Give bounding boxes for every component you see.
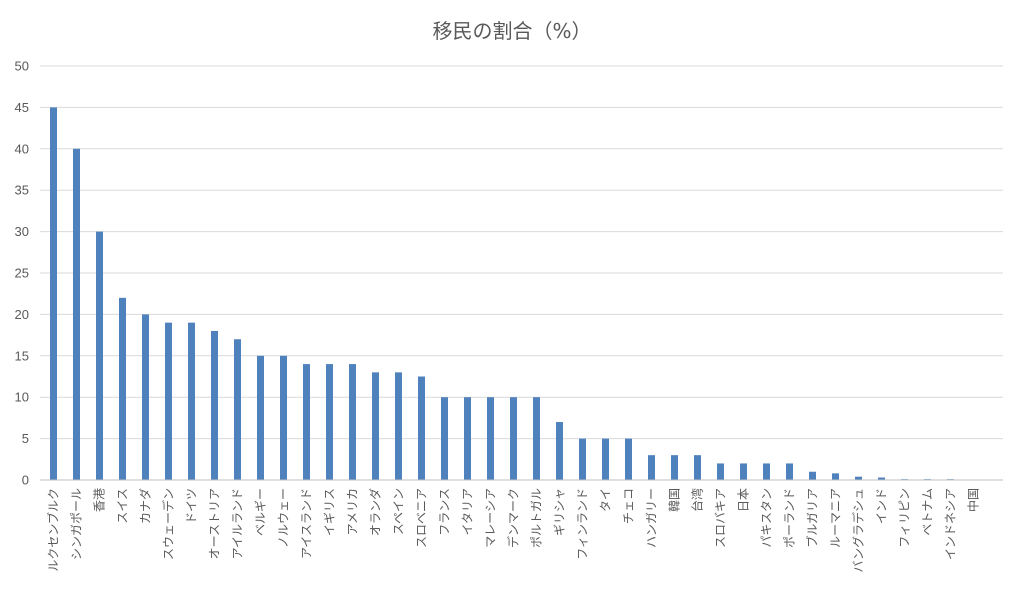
x-tick-label: ベトナム [921, 488, 935, 536]
y-tick-label: 0 [22, 473, 29, 488]
x-tick-label: ベルギー [254, 488, 268, 536]
x-axis-ticks: ルクセンブルク シンガポール 香港 スイス カナダ スウェーデン ドイツ オーストリア アイルラ… [46, 488, 981, 573]
bar [349, 364, 356, 480]
x-tick-label: ドイツ [185, 488, 199, 524]
x-tick-label: オーストリア [208, 488, 222, 559]
x-tick-label: インドネシア [944, 488, 958, 560]
x-tick-label: イギリス [323, 488, 337, 536]
bar [165, 322, 172, 480]
x-tick-label: アイスランド [300, 488, 314, 559]
x-tick-label: スペイン [392, 488, 406, 535]
bar [441, 397, 448, 480]
bar [73, 148, 80, 481]
bar [809, 471, 816, 480]
x-tick-label: 台湾 [690, 488, 705, 512]
x-tick-label: チェコ [622, 488, 636, 524]
bar [395, 372, 402, 480]
bar [326, 364, 333, 480]
x-tick-label: マレーシア [484, 488, 498, 548]
bar [648, 455, 655, 480]
bar [671, 455, 678, 480]
x-tick-label: ルーマニア [829, 488, 843, 548]
bar [487, 397, 494, 480]
x-tick-label: カナダ [138, 488, 153, 524]
x-tick-label: ポルトガル [530, 488, 544, 548]
x-tick-label: バングラデシュ [851, 488, 866, 573]
bar [878, 477, 885, 480]
x-tick-label: インド [875, 488, 889, 524]
y-tick-label: 10 [15, 390, 29, 405]
bar [50, 107, 57, 481]
bar [142, 314, 149, 480]
x-tick-label: フィリピン [898, 488, 912, 548]
y-axis-ticks: 0 5 10 15 20 25 30 35 40 45 50 [15, 59, 29, 488]
y-tick-label: 45 [15, 100, 29, 115]
y-tick-label: 25 [15, 266, 29, 281]
x-tick-label: 韓国 [668, 488, 682, 512]
x-tick-label: アイルランド [231, 488, 245, 559]
y-tick-label: 50 [15, 59, 29, 74]
bars [50, 107, 977, 481]
y-tick-label: 30 [15, 224, 29, 239]
bar [533, 397, 540, 480]
x-tick-label: スロバキア [714, 488, 728, 548]
x-tick-label: ルクセンブルク [46, 488, 61, 572]
y-tick-label: 35 [15, 183, 29, 198]
bar [556, 422, 563, 480]
bar [418, 376, 425, 480]
bar [510, 397, 517, 480]
x-tick-label: デンマーク [506, 488, 521, 548]
bar [96, 231, 103, 480]
bar [257, 355, 264, 480]
bar [280, 355, 287, 480]
x-tick-label: イタリア [461, 488, 475, 536]
x-tick-label: ノルウェー [277, 488, 291, 548]
bar [855, 476, 862, 480]
x-tick-label: 日本 [737, 488, 751, 512]
x-tick-label: ブルガリア [805, 488, 820, 548]
bar [625, 438, 632, 480]
x-tick-label: オランダ [368, 488, 383, 536]
x-tick-label: タイ [599, 488, 613, 512]
x-tick-label: 香港 [93, 488, 107, 512]
bar [717, 463, 724, 480]
y-tick-label: 40 [15, 141, 29, 156]
bar [372, 372, 379, 480]
x-tick-label: 中国 [966, 488, 981, 512]
bar [234, 339, 241, 480]
bar [832, 473, 839, 480]
x-tick-label: シンガポール [70, 488, 84, 560]
bar [303, 364, 310, 480]
x-tick-label: スウェーデン [161, 488, 176, 560]
bar [602, 438, 609, 480]
y-tick-label: 15 [15, 348, 29, 363]
bar [740, 463, 747, 480]
bar [188, 322, 195, 480]
bar [211, 330, 218, 480]
x-tick-label: ギリシャ [553, 488, 567, 536]
gridlines [40, 65, 1003, 440]
x-tick-label: フィンランド [576, 488, 590, 560]
bar [786, 463, 793, 480]
x-tick-label: ポーランド [783, 488, 797, 548]
bar [694, 455, 701, 480]
y-tick-label: 5 [22, 431, 29, 446]
x-tick-label: フランス [438, 488, 452, 536]
chart-title: 移民の割合（%） [432, 19, 591, 43]
bar [464, 397, 471, 480]
y-tick-label: 20 [15, 307, 29, 322]
bar [763, 463, 770, 480]
x-tick-label: ハンガリー [645, 488, 659, 548]
x-tick-label: スイス [116, 488, 130, 524]
x-tick-label: スロベニア [415, 488, 429, 548]
x-tick-label: パキスタン [760, 488, 774, 548]
x-tick-label: アメリカ [346, 488, 360, 535]
bar [119, 297, 126, 480]
bar [579, 438, 586, 480]
